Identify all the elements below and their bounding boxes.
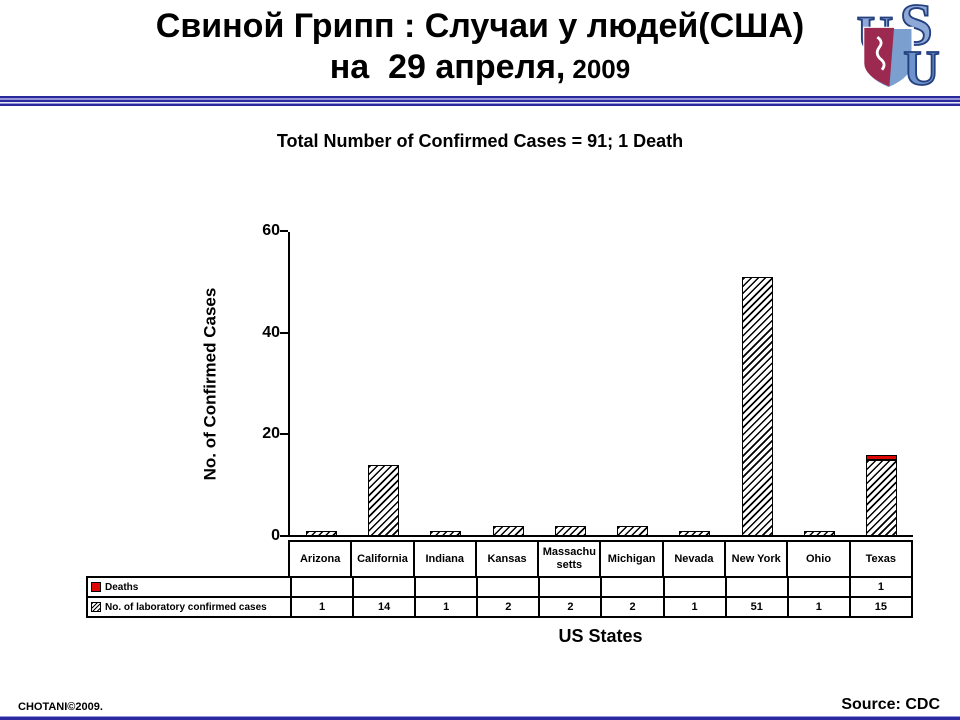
y-tick-mark	[280, 230, 288, 232]
deaths-value-cell	[414, 578, 476, 596]
copyright-text: CHOTANI©2009.	[18, 701, 103, 713]
cases-value-cell: 1	[786, 598, 849, 616]
state-header-cell: Ohio	[786, 542, 848, 576]
title-separator-line	[0, 95, 960, 108]
deaths-legend-label: Deaths	[105, 581, 139, 593]
bar-michigan	[617, 525, 649, 536]
source-text: Source: CDC	[841, 696, 940, 713]
svg-text:U: U	[903, 40, 939, 92]
usu-shield-logo: U S U	[856, 0, 941, 92]
cases-value-cell: 15	[848, 598, 911, 616]
cases-legend-label: No. of laboratory confirmed cases	[105, 601, 267, 613]
state-header-row: Arizona California Indiana Kansas Massachu s…	[288, 540, 913, 578]
bar-arizona	[305, 530, 337, 536]
slide-title-line1: Свиной Грипп : Случаи у людей(США)	[155, 7, 805, 45]
state-header-cell: Nevada	[661, 542, 724, 576]
x-axis-title: US States	[558, 626, 643, 646]
bar-nevada	[679, 530, 711, 536]
bar-indiana	[430, 530, 462, 536]
y-tick-mark	[280, 433, 288, 436]
caduceus-icon	[875, 36, 886, 71]
state-header-cell: Texas	[848, 542, 911, 576]
state-header-cell: Michigan	[599, 542, 661, 576]
deaths-value-cell	[290, 578, 352, 596]
cases-value-cell: 2	[600, 598, 662, 616]
deaths-legend-key-icon	[91, 582, 101, 592]
cases-value-cell: 1	[414, 598, 476, 616]
plot-area	[288, 232, 913, 537]
bottom-separator-line	[0, 716, 960, 720]
cases-value-cell: 2	[476, 598, 538, 616]
bar-texas	[866, 459, 898, 536]
chart-title: Total Number of Confirmed Cases = 91; 1 …	[276, 131, 684, 151]
deaths-value-cell	[662, 578, 725, 596]
cases-value-cell: 51	[724, 598, 787, 616]
bar-kansas	[492, 525, 524, 536]
bar-new-york	[741, 276, 773, 536]
deaths-value-cell	[538, 578, 600, 596]
slide-title-line2: на 29 апреля, 2009	[0, 47, 960, 88]
deaths-value-cell	[724, 578, 787, 596]
cases-legend-key-icon	[91, 602, 101, 612]
bar-massachu-setts	[554, 525, 586, 536]
bar-california	[367, 464, 399, 536]
cases-value-cell: 14	[352, 598, 414, 616]
state-header-cell: Kansas	[474, 542, 537, 576]
deaths-value-cell	[476, 578, 538, 596]
deaths-legend-cell: Deaths	[88, 578, 290, 596]
y-tick-label: 40	[262, 323, 280, 341]
slide-title-year: 2009	[572, 53, 631, 84]
y-axis-label: No. of Confirmed Cases	[200, 287, 220, 481]
cases-value-cell: 2	[538, 598, 600, 616]
y-tick-label: 0	[271, 527, 280, 544]
bar-ohio	[804, 530, 836, 536]
deaths-row: Deaths 1	[86, 576, 913, 598]
y-tick-label: 60	[262, 222, 280, 239]
y-tick-mark	[280, 331, 288, 334]
cases-value-cell: 1	[290, 598, 352, 616]
deaths-value-cell	[786, 578, 849, 596]
death-cap-texas	[866, 454, 898, 460]
y-tick-mark	[280, 535, 288, 537]
deaths-value-cell	[352, 578, 414, 596]
deaths-value-cell	[600, 578, 662, 596]
state-header-cell: California	[350, 542, 412, 576]
cases-legend-cell: No. of laboratory confirmed cases	[88, 598, 290, 616]
slide-title: Свиной Грипп : Случаи у людей(США) на 29…	[0, 6, 960, 88]
cases-row: No. of laboratory confirmed cases 1 14 1 2 2…	[86, 596, 913, 618]
deaths-value-cell: 1	[848, 578, 911, 596]
slide-title-date: на 29 апреля,	[329, 47, 566, 86]
state-header-cell: Indiana	[412, 542, 475, 576]
state-header-cell: Massachu setts	[537, 542, 599, 576]
cases-value-cell: 1	[662, 598, 725, 616]
y-tick-label: 20	[262, 425, 280, 443]
state-header-cell: Arizona	[299, 552, 341, 565]
state-header-cell: New York	[724, 542, 786, 576]
